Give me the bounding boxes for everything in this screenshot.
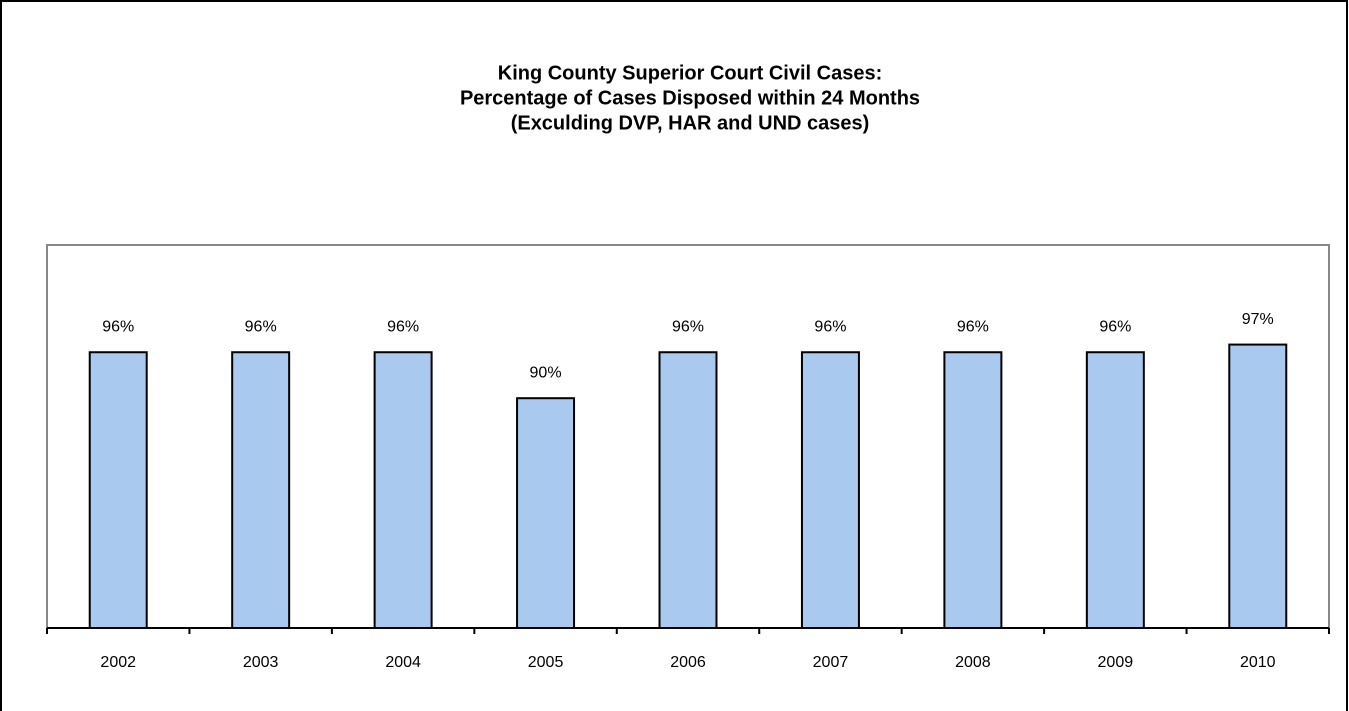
value-label: 96%: [814, 318, 846, 335]
value-label: 96%: [672, 318, 704, 335]
chart-title: King County Superior Court Civil Cases:: [498, 62, 882, 84]
bar: [658, 351, 718, 629]
bar: [1085, 351, 1145, 629]
value-label: 90%: [530, 364, 562, 381]
chart-title: (Exculding DVP, HAR and UND cases): [511, 112, 870, 134]
value-label: 96%: [1099, 318, 1131, 335]
x-tick-label: 2004: [385, 654, 421, 671]
value-label: 96%: [957, 318, 989, 335]
bar: [800, 351, 860, 629]
value-label: 97%: [1242, 311, 1274, 328]
x-tick-label: 2008: [955, 654, 991, 671]
x-tick-label: 2005: [528, 654, 564, 671]
x-tick-label: 2003: [243, 654, 279, 671]
x-tick-label: 2009: [1098, 654, 1134, 671]
value-label: 96%: [387, 318, 419, 335]
bar: [231, 351, 291, 629]
chart-title: Percentage of Cases Disposed within 24 M…: [460, 87, 920, 109]
value-label: 96%: [102, 318, 134, 335]
bar: [88, 351, 148, 629]
x-tick-label: 2007: [813, 654, 849, 671]
bar: [1228, 343, 1288, 629]
x-tick-label: 2006: [670, 654, 706, 671]
x-tick-label: 2002: [100, 654, 136, 671]
bar: [943, 351, 1003, 629]
value-label: 96%: [245, 318, 277, 335]
bar: [373, 351, 433, 629]
bar: [516, 397, 576, 630]
x-tick-label: 2010: [1240, 654, 1276, 671]
